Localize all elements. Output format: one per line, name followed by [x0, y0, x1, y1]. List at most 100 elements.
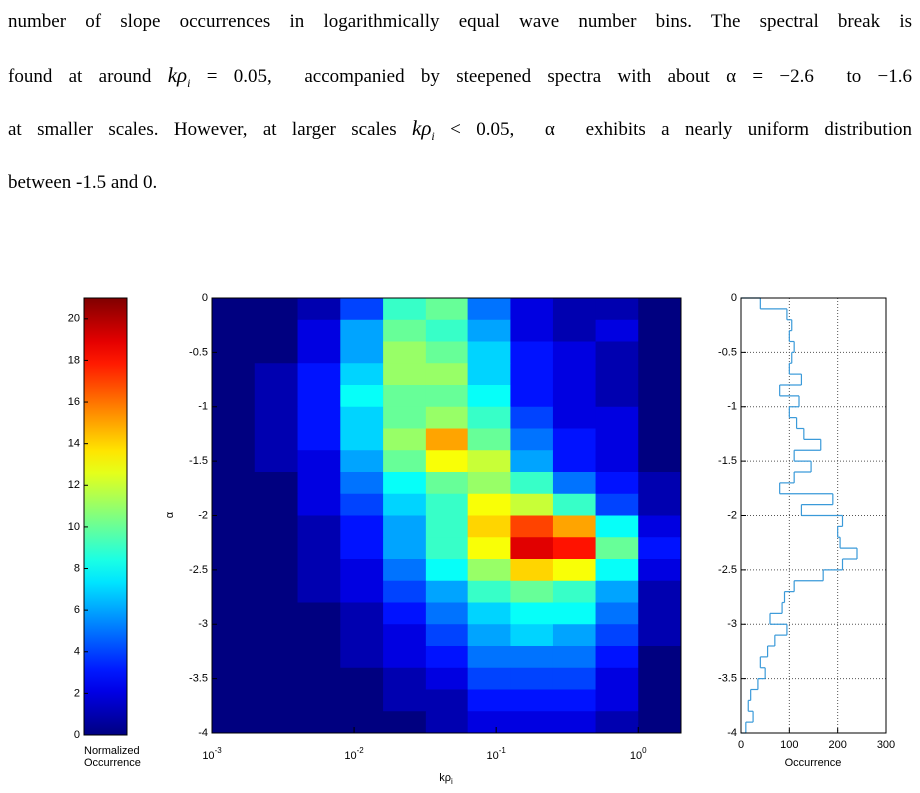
heatmap-cell	[552, 624, 596, 647]
heatmap-cell	[425, 602, 468, 625]
y-tick-label: -1	[198, 401, 208, 413]
heatmap-cell	[510, 711, 554, 734]
heatmap-cell	[297, 624, 341, 647]
heatmap-cell	[638, 385, 682, 408]
heatmap-cell	[510, 580, 554, 603]
heatmap-cell	[510, 602, 554, 625]
heatmap-cell	[552, 298, 596, 321]
x-tick-label: 200	[828, 739, 846, 751]
heatmap-cell	[638, 667, 682, 690]
y-tick-label: -1.5	[718, 455, 737, 467]
heatmap-cell	[212, 689, 256, 712]
heatmap-cell	[467, 341, 511, 364]
heatmap-cell	[297, 385, 341, 408]
heatmap-cell	[425, 580, 468, 603]
heatmap-cell	[510, 428, 554, 451]
heatmap-cell	[552, 385, 596, 408]
heatmap-cell	[383, 711, 427, 734]
heatmap-cell	[467, 298, 511, 321]
heatmap-cell	[425, 385, 468, 408]
heatmap-cell	[340, 624, 384, 647]
heatmap-cell	[425, 341, 468, 364]
colorbar-tick-label: 16	[68, 396, 80, 408]
x-axis-label-main: kρ	[439, 772, 451, 784]
heatmap-cell	[510, 667, 554, 690]
heatmap-cell	[552, 406, 596, 429]
colorbar-label: Occurrence	[84, 757, 141, 769]
heatmap-cell	[595, 646, 639, 669]
heatmap-cell	[595, 689, 639, 712]
heatmap-cell	[297, 667, 341, 690]
heatmap-cell	[212, 472, 256, 495]
heatmap-cell	[254, 450, 298, 473]
heatmap-cell	[383, 515, 427, 538]
heatmap-cell	[297, 646, 341, 669]
heatmap-cell	[212, 624, 256, 647]
text-line: found at around kρi = 0.05, accompanied …	[8, 63, 912, 95]
heatmap-cell	[340, 363, 384, 386]
heatmap-cell	[340, 646, 384, 669]
heatmap-cell	[340, 667, 384, 690]
heatmap-cell	[552, 472, 596, 495]
heatmap-cell	[297, 428, 341, 451]
heatmap-cell	[340, 385, 384, 408]
heatmap-cell	[383, 472, 427, 495]
heatmap-cell	[212, 515, 256, 538]
heatmap-cell	[383, 646, 427, 669]
heatmap-cell	[254, 472, 298, 495]
heatmap-cell	[297, 363, 341, 386]
heatmap-cell	[212, 602, 256, 625]
heatmap-cell	[212, 646, 256, 669]
heatmap-cell	[510, 319, 554, 342]
heatmap-cell	[552, 711, 596, 734]
heatmap-cell	[254, 602, 298, 625]
heatmap-cell	[552, 689, 596, 712]
heatmap-cell	[383, 602, 427, 625]
heatmap-cell	[510, 363, 554, 386]
heatmap-cell	[510, 537, 554, 560]
heatmap-cell	[254, 385, 298, 408]
heatmap-cell	[254, 363, 298, 386]
heatmap-cell	[552, 537, 596, 560]
text-fragment: i	[431, 129, 435, 143]
heatmap-cell	[595, 667, 639, 690]
text-fragment: < 0.05, α exhibits a nearly uniform dist…	[434, 119, 912, 140]
heatmap-cell	[297, 689, 341, 712]
heatmap-cell	[383, 559, 427, 582]
heatmap-cell	[552, 580, 596, 603]
colorbar	[83, 297, 128, 736]
heatmap-cell	[212, 711, 256, 734]
heatmap-cell	[254, 428, 298, 451]
heatmap-cell	[552, 319, 596, 342]
heatmap-cell	[340, 319, 384, 342]
heatmap-cell	[297, 450, 341, 473]
text-fragment: found at around	[8, 66, 168, 87]
heatmap-cell	[467, 602, 511, 625]
colorbar-label: Normalized	[84, 745, 140, 757]
text-fragment: at smaller scales. However, at larger sc…	[8, 119, 412, 140]
heatmap-cell	[383, 450, 427, 473]
colorbar-tick-label: 2	[74, 687, 80, 699]
heatmap-cell	[510, 298, 554, 321]
heatmap-cell	[638, 363, 682, 386]
y-tick-label: -2.5	[718, 564, 737, 576]
x-axis-label-sub: i	[451, 777, 453, 786]
heatmap-cell	[254, 341, 298, 364]
heatmap-cell	[467, 385, 511, 408]
heatmap-cell	[552, 363, 596, 386]
heatmap-cell	[510, 559, 554, 582]
heatmap-cell	[510, 624, 554, 647]
heatmap-cell	[638, 559, 682, 582]
heatmap-cell	[425, 646, 468, 669]
heatmap-cell	[595, 298, 639, 321]
heatmap-cell	[212, 406, 256, 429]
heatmap-cell	[212, 298, 256, 321]
colorbar-tick-label: 18	[68, 354, 80, 366]
heatmap-cell	[595, 406, 639, 429]
colorbar-tick-label: 10	[68, 521, 80, 533]
heatmap-cell	[510, 646, 554, 669]
x-tick-exponent: -2	[357, 746, 365, 755]
heatmap-cell	[595, 450, 639, 473]
x-tick-label: 0	[738, 739, 744, 751]
heatmap-cell	[510, 406, 554, 429]
